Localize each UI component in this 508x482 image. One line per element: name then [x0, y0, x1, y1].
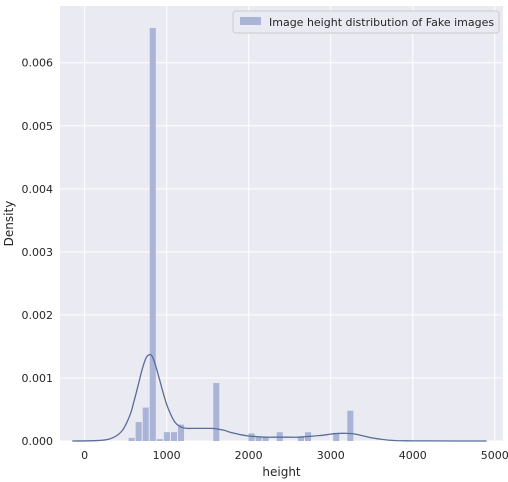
histogram-bar	[177, 424, 185, 441]
histogram-bar	[163, 432, 170, 441]
x-tick-label: 4000	[399, 449, 427, 462]
y-tick-label: 0.002	[22, 309, 54, 322]
histogram-bar	[347, 410, 354, 441]
histogram-bar	[170, 432, 177, 441]
x-tick-label: 1000	[153, 449, 181, 462]
x-axis-label: height	[262, 465, 301, 479]
plot-area	[60, 6, 503, 441]
x-axis-ticks: 0 1000 2000 3000 4000 5000	[81, 449, 508, 462]
y-tick-label: 0.006	[22, 57, 54, 70]
x-tick-label: 5000	[481, 449, 508, 462]
y-tick-label: 0.003	[22, 246, 54, 259]
histogram-bar	[135, 422, 142, 441]
y-tick-label: 0.001	[22, 372, 54, 385]
histogram-bar	[248, 433, 255, 441]
histogram-bar	[213, 383, 220, 441]
histogram-bar	[333, 432, 340, 441]
legend: Image height distribution of Fake images	[232, 10, 500, 34]
x-tick-label: 2000	[235, 449, 263, 462]
y-tick-label: 0.000	[22, 435, 54, 448]
y-axis-ticks: 0.000 0.001 0.002 0.003 0.004 0.005 0.006	[22, 57, 54, 448]
kde-line	[72, 353, 487, 442]
histogram-bar	[142, 407, 149, 441]
y-tick-label: 0.005	[22, 120, 54, 133]
histogram-bar	[156, 439, 163, 441]
x-tick-label: 3000	[317, 449, 345, 462]
legend-box	[232, 10, 500, 34]
histogram-bar	[255, 436, 262, 441]
x-tick-label: 0	[81, 449, 88, 462]
histogram-bar	[262, 436, 269, 441]
y-tick-label: 0.004	[22, 183, 54, 196]
y-axis-label: Density	[2, 201, 16, 247]
histogram-bars	[128, 28, 354, 442]
histogram-bar	[297, 437, 304, 441]
histogram-bar	[128, 437, 135, 441]
histogram-bar	[149, 28, 156, 442]
grid-lines	[60, 6, 503, 442]
legend-swatch	[240, 17, 261, 25]
legend-label: Image height distribution of Fake images	[269, 16, 494, 29]
